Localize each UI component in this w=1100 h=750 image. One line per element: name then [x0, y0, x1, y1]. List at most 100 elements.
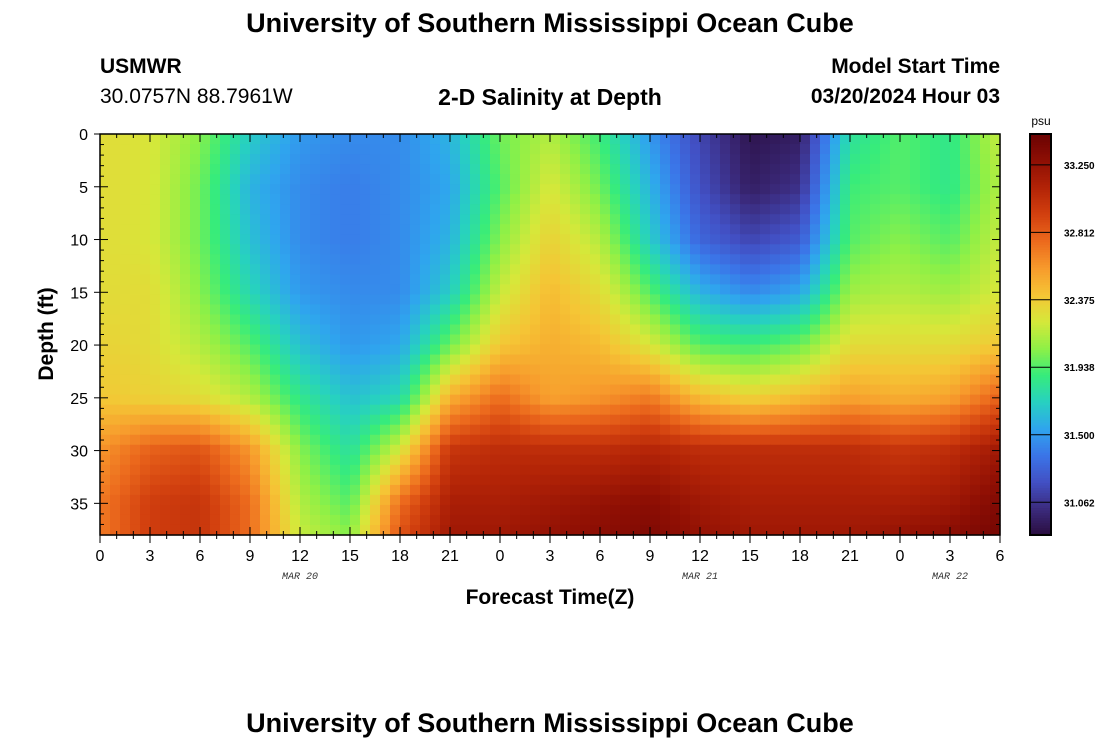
heatmap-cell — [980, 234, 991, 245]
heatmap-cell — [480, 154, 491, 165]
heatmap-cell — [410, 284, 421, 296]
heatmap-cell — [260, 524, 271, 536]
heatmap-cell — [360, 214, 371, 225]
heatmap-cell — [690, 484, 701, 496]
heatmap-cell — [420, 294, 431, 306]
heatmap-cell — [780, 404, 791, 416]
heatmap-cell — [350, 174, 361, 185]
heatmap-cell — [460, 274, 471, 285]
heatmap-cell — [300, 304, 311, 316]
heatmap-cell — [160, 144, 171, 155]
heatmap-cell — [570, 224, 581, 235]
heatmap-cell — [120, 244, 131, 255]
heatmap-cell — [360, 524, 371, 536]
heatmap-cell — [570, 204, 581, 215]
heatmap-cell — [670, 244, 681, 255]
heatmap-cell — [230, 414, 241, 426]
heatmap-cell — [420, 314, 431, 326]
heatmap-cell — [370, 244, 381, 255]
heatmap-cell — [780, 384, 791, 396]
heatmap-cell — [600, 244, 611, 255]
heatmap-cell — [560, 304, 571, 316]
heatmap-cell — [970, 134, 981, 145]
heatmap-cell — [690, 314, 701, 326]
heatmap-cell — [730, 454, 741, 466]
heatmap-cell — [470, 344, 481, 356]
heatmap-cell — [250, 444, 261, 456]
heatmap-cell — [130, 344, 141, 356]
heatmap-cell — [350, 274, 361, 285]
heatmap-cell — [910, 524, 921, 536]
heatmap-cell — [180, 154, 191, 165]
heatmap-cell — [770, 514, 781, 526]
heatmap-cell — [160, 444, 171, 456]
heatmap-cell — [220, 254, 231, 265]
heatmap-cell — [490, 144, 501, 155]
heatmap-cell — [260, 364, 271, 376]
heatmap-cell — [460, 224, 471, 235]
heatmap-cell — [280, 194, 291, 205]
heatmap-cell — [740, 244, 751, 255]
heatmap-cell — [760, 354, 771, 366]
heatmap-cell — [910, 254, 921, 265]
heatmap-cell — [440, 334, 451, 346]
heatmap-cell — [990, 474, 1001, 486]
heatmap-cell — [460, 514, 471, 526]
heatmap-cell — [550, 274, 561, 285]
heatmap-cell — [110, 274, 121, 285]
heatmap-cell — [240, 214, 251, 225]
heatmap-cell — [890, 404, 901, 416]
heatmap-cell — [740, 234, 751, 245]
heatmap-cell — [390, 394, 401, 406]
heatmap-cell — [650, 304, 661, 316]
heatmap-cell — [810, 294, 821, 306]
heatmap-cell — [100, 514, 111, 526]
heatmap-cell — [940, 204, 951, 215]
heatmap-cell — [180, 414, 191, 426]
heatmap-cell — [370, 174, 381, 185]
heatmap-cell — [720, 474, 731, 486]
heatmap-cell — [310, 394, 321, 406]
heatmap-cell — [770, 354, 781, 366]
heatmap-cell — [550, 434, 561, 446]
heatmap-cell — [860, 164, 871, 175]
heatmap-cell — [420, 324, 431, 336]
heatmap-cell — [570, 454, 581, 466]
colorbar-segment — [1030, 387, 1051, 391]
heatmap-cell — [540, 444, 551, 456]
heatmap-cell — [890, 524, 901, 536]
heatmap-cell — [940, 274, 951, 285]
heatmap-cell — [300, 494, 311, 506]
heatmap-cell — [500, 184, 511, 195]
heatmap-cell — [870, 234, 881, 245]
heatmap-cell — [670, 154, 681, 165]
heatmap-cell — [480, 374, 491, 386]
heatmap-cell — [790, 224, 801, 235]
heatmap-cell — [850, 414, 861, 426]
heatmap-cell — [780, 344, 791, 356]
heatmap-cell — [170, 464, 181, 476]
heatmap-cell — [380, 304, 391, 316]
heatmap-cell — [560, 134, 571, 145]
heatmap-cell — [420, 494, 431, 506]
heatmap-cell — [750, 444, 761, 456]
heatmap-cell — [380, 214, 391, 225]
heatmap-cell — [220, 334, 231, 346]
colorbar-segment — [1030, 236, 1051, 240]
heatmap-cell — [350, 134, 361, 145]
heatmap-cell — [270, 244, 281, 255]
heatmap-cell — [900, 264, 911, 275]
colorbar-segment — [1030, 319, 1051, 323]
heatmap-cell — [780, 524, 791, 536]
heatmap-cell — [590, 324, 601, 336]
heatmap-cell — [840, 164, 851, 175]
heatmap-cell — [800, 394, 811, 406]
heatmap-cell — [620, 284, 631, 296]
heatmap-cell — [470, 314, 481, 326]
heatmap-cell — [840, 434, 851, 446]
heatmap-cell — [210, 264, 221, 275]
heatmap-cell — [700, 514, 711, 526]
heatmap-cell — [490, 254, 501, 265]
heatmap-cell — [400, 204, 411, 215]
heatmap-cell — [950, 264, 961, 275]
